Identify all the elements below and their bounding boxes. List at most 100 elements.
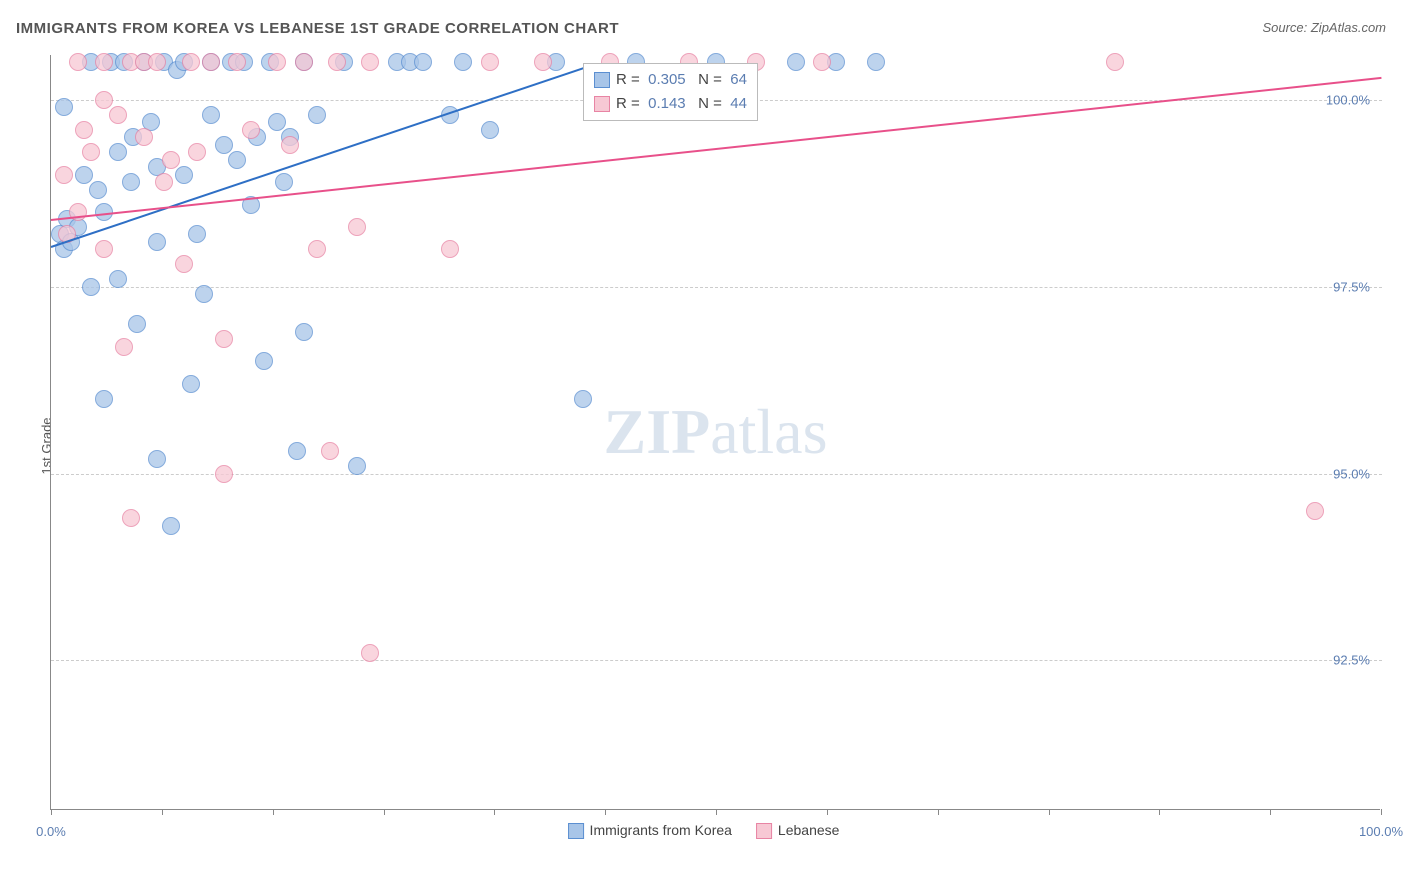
y-tick-label: 92.5% xyxy=(1333,653,1370,668)
scatter-point xyxy=(268,53,286,71)
scatter-point xyxy=(215,330,233,348)
x-tick-label: 0.0% xyxy=(36,824,66,839)
x-tick xyxy=(1270,809,1271,815)
scatter-point xyxy=(95,240,113,258)
r-value: 0.143 xyxy=(648,95,686,112)
scatter-point xyxy=(122,173,140,191)
scatter-point xyxy=(148,53,166,71)
trend-line xyxy=(51,63,597,248)
x-tick xyxy=(1381,809,1382,815)
scatter-point xyxy=(175,166,193,184)
scatter-point xyxy=(215,465,233,483)
x-tick xyxy=(162,809,163,815)
scatter-point xyxy=(188,143,206,161)
y-tick-label: 97.5% xyxy=(1333,279,1370,294)
scatter-point xyxy=(109,106,127,124)
legend-swatch xyxy=(756,823,772,839)
scatter-point xyxy=(82,278,100,296)
source-label: Source: ZipAtlas.com xyxy=(1262,20,1386,35)
legend-item: Immigrants from Korea xyxy=(568,822,732,838)
scatter-point xyxy=(268,113,286,131)
scatter-point xyxy=(148,233,166,251)
scatter-point xyxy=(308,106,326,124)
scatter-point xyxy=(188,225,206,243)
scatter-point xyxy=(348,218,366,236)
x-tick xyxy=(605,809,606,815)
scatter-point xyxy=(454,53,472,71)
scatter-point xyxy=(55,98,73,116)
series-legend: Immigrants from KoreaLebanese xyxy=(568,822,864,839)
r-value: 0.305 xyxy=(648,71,686,88)
x-tick xyxy=(938,809,939,815)
correlation-legend-row: R = 0.305 N = 64 xyxy=(594,68,747,92)
correlation-legend: R = 0.305 N = 64R = 0.143 N = 44 xyxy=(583,63,758,121)
correlation-legend-row: R = 0.143 N = 44 xyxy=(594,92,747,116)
watermark-rest: atlas xyxy=(710,396,827,467)
scatter-point xyxy=(574,390,592,408)
x-tick xyxy=(716,809,717,815)
scatter-point xyxy=(481,121,499,139)
scatter-point xyxy=(95,91,113,109)
scatter-point xyxy=(1106,53,1124,71)
gridline-horizontal xyxy=(51,287,1382,288)
scatter-point xyxy=(135,128,153,146)
scatter-point xyxy=(75,166,93,184)
scatter-point xyxy=(182,53,200,71)
x-tick xyxy=(1049,809,1050,815)
scatter-point xyxy=(242,121,260,139)
scatter-point xyxy=(182,375,200,393)
scatter-point xyxy=(115,338,133,356)
scatter-point xyxy=(148,450,166,468)
plot-area: ZIPatlas 92.5%95.0%97.5%100.0%0.0%100.0%… xyxy=(50,55,1380,810)
x-tick xyxy=(51,809,52,815)
scatter-point xyxy=(414,53,432,71)
scatter-point xyxy=(95,390,113,408)
x-tick xyxy=(827,809,828,815)
scatter-point xyxy=(361,53,379,71)
scatter-point xyxy=(328,53,346,71)
chart-title: IMMIGRANTS FROM KOREA VS LEBANESE 1ST GR… xyxy=(16,20,619,37)
scatter-point xyxy=(1306,502,1324,520)
watermark: ZIPatlas xyxy=(604,395,828,469)
scatter-point xyxy=(69,53,87,71)
gridline-horizontal xyxy=(51,474,1382,475)
scatter-point xyxy=(534,53,552,71)
x-tick xyxy=(494,809,495,815)
scatter-point xyxy=(787,53,805,71)
gridline-horizontal xyxy=(51,660,1382,661)
scatter-point xyxy=(288,442,306,460)
scatter-point xyxy=(155,173,173,191)
scatter-point xyxy=(308,240,326,258)
scatter-point xyxy=(122,509,140,527)
scatter-point xyxy=(441,240,459,258)
scatter-point xyxy=(75,121,93,139)
scatter-point xyxy=(867,53,885,71)
scatter-point xyxy=(202,53,220,71)
scatter-point xyxy=(215,136,233,154)
watermark-bold: ZIP xyxy=(604,396,711,467)
legend-swatch xyxy=(594,96,610,112)
scatter-point xyxy=(275,173,293,191)
scatter-point xyxy=(228,53,246,71)
scatter-point xyxy=(228,151,246,169)
x-tick-label: 100.0% xyxy=(1359,824,1403,839)
scatter-point xyxy=(321,442,339,460)
scatter-point xyxy=(109,143,127,161)
scatter-point xyxy=(162,151,180,169)
chart-container: IMMIGRANTS FROM KOREA VS LEBANESE 1ST GR… xyxy=(0,0,1406,892)
scatter-point xyxy=(128,315,146,333)
scatter-point xyxy=(255,352,273,370)
x-tick xyxy=(273,809,274,815)
scatter-point xyxy=(89,181,107,199)
scatter-point xyxy=(109,270,127,288)
scatter-point xyxy=(361,644,379,662)
legend-swatch xyxy=(568,823,584,839)
x-tick xyxy=(1159,809,1160,815)
scatter-point xyxy=(295,323,313,341)
legend-swatch xyxy=(594,72,610,88)
scatter-point xyxy=(202,106,220,124)
x-tick xyxy=(384,809,385,815)
scatter-point xyxy=(55,166,73,184)
scatter-point xyxy=(281,136,299,154)
scatter-point xyxy=(348,457,366,475)
